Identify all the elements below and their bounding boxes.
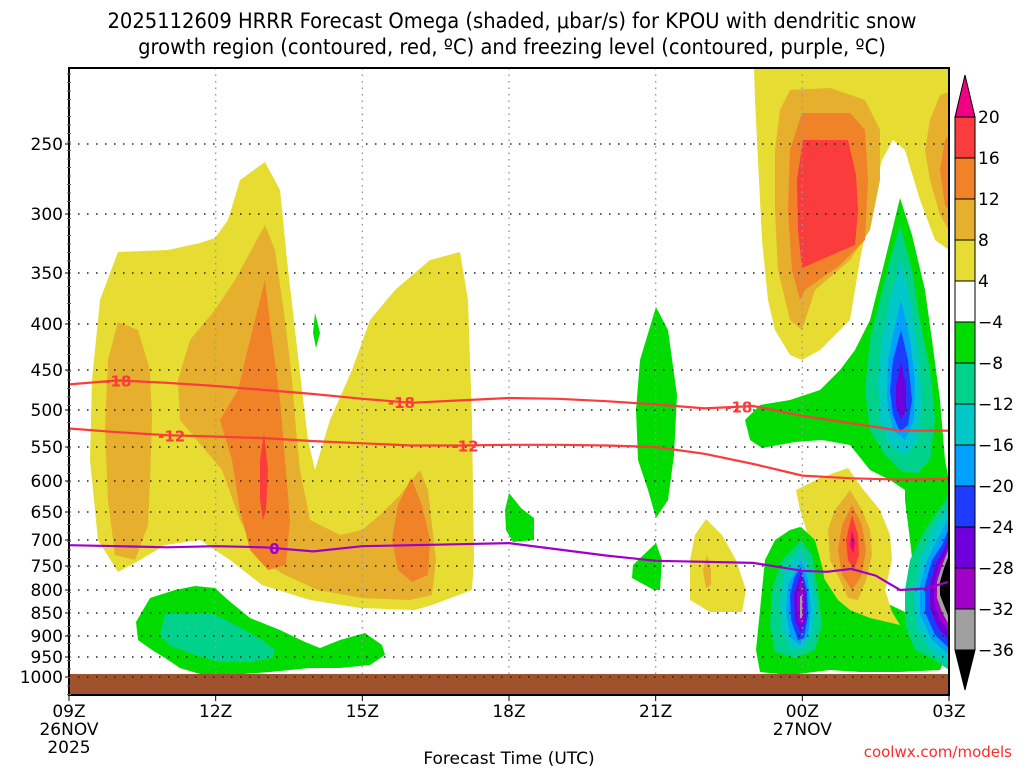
title-line-2: growth region (contoured, red, ºC) and f… [138,35,886,59]
x-tick-label: 18Z [492,702,525,722]
x-tick-label: 03Z [932,702,965,722]
y-tick-label: 450 [31,361,63,381]
y-tick-label: 950 [31,648,63,668]
y-tick-label: 350 [31,264,63,284]
colorbar-box [954,321,976,364]
contour-label: 0 [269,540,279,558]
y-tick-label: 300 [31,205,63,225]
x-tick-label: 09Z [52,702,85,722]
colorbar-label: −4 [978,313,1003,333]
omega-region-green-18z [505,493,534,542]
omega-region-red-upper-right [797,140,858,268]
colorbar-box [954,239,976,282]
omega-region-orange-16z [392,478,430,582]
colorbar-label: −12 [978,395,1014,415]
y-tick-label: 700 [31,531,63,551]
omega-shading [90,68,949,675]
terrain-fill [70,674,949,695]
colorbar-label: −32 [978,600,1014,620]
y-tick-label: 550 [31,438,63,458]
contour-label: -12 [158,427,185,445]
omega-region-pink-lower-right [850,530,855,553]
x-tick-sublabel: 26NOV [39,720,98,740]
colorbar-box [954,608,976,651]
y-tick-label: 850 [31,604,63,624]
omega-region-black-far-right [940,555,949,618]
colorbar-arrow-bottom [954,649,976,691]
omega-region-green-21z-low [632,543,662,590]
colorbar-label: −24 [978,518,1014,538]
colorbar-label: −16 [978,436,1014,456]
title-line-1: 2025112609 HRRR Forecast Omega (shaded, … [107,9,917,33]
y-tick-label: 250 [31,135,63,155]
chart-title: 2025112609 HRRR Forecast Omega (shaded, … [36,8,988,60]
colorbar-label: 20 [978,108,1000,128]
y-tick-label: 750 [31,557,63,577]
contour-line-0c [68,541,950,592]
colorbar-box [954,116,976,159]
omega-region-teal-lower [160,613,275,662]
colorbar-box [954,157,976,200]
y-tick-label: 400 [31,315,63,335]
colorbar-label: 8 [978,231,989,251]
contour-line-m18c [68,379,949,432]
colorbar-label: 16 [978,149,1000,169]
contours: -18 -18 -18 -12 -12 0 [68,372,950,592]
colorbar-box [954,567,976,610]
x-tick-sublabel: 27NOV [773,720,832,740]
x-axis-title: Forecast Time (UTC) [423,749,594,768]
colorbar-box [954,444,976,487]
grid [69,68,949,695]
contour-line-m12c [68,427,950,481]
y-axis: 250 300 350 400 450 500 550 600 650 700 750 800 850 9… [20,73,71,695]
omega-region-amber-22z [703,555,711,588]
x-tick-label: 21Z [639,702,672,722]
omega-region-purple-right [896,362,906,420]
omega-region-red-13z [260,433,268,520]
contour-label: -18 [388,394,415,412]
colorbar-box [954,198,976,241]
colorbar-label: 12 [978,190,1000,210]
y-tick-label: 900 [31,627,63,647]
colorbar-label: 4 [978,272,989,292]
contour-label: -18 [104,372,131,390]
y-tick-label: 1000 [20,668,63,688]
contour-label: -18 [725,399,752,417]
colorbar-box [954,362,976,405]
colorbar-box [954,485,976,528]
colorbar-label: −8 [978,354,1003,374]
colorbar-box [954,403,976,446]
x-tick-label: 12Z [199,702,232,722]
credit-text: coolwx.com/models [864,743,1012,761]
colorbar-label: −20 [978,477,1014,497]
colorbar-arrow-top [954,74,976,118]
x-tick-sublabel: 2025 [47,738,90,758]
omega-region-orange-center [220,280,290,570]
y-tick-label: 650 [31,503,63,523]
omega-region-orange-far-right [940,135,949,210]
omega-region-green-21z [636,307,677,518]
colorbar-box [954,526,976,569]
colorbar-box [954,280,976,323]
y-tick-label: 800 [31,581,63,601]
omega-region-gray-00z [800,596,802,618]
colorbar-label: −36 [978,641,1014,661]
x-tick-label: 00Z [786,702,819,722]
omega-region-amber-far-right [925,92,949,230]
omega-region-green-sliver [313,313,320,348]
omega-region-amber-left [105,322,152,560]
y-tick-label: 600 [31,472,63,492]
x-tick-label: 15Z [346,702,379,722]
colorbar: −36 −32 −28 −24 −20 −16 −12 −8 −4 4 8 12 16 20 [954,74,1014,691]
colorbar-label: −28 [978,559,1014,579]
y-tick-label: 500 [31,401,63,421]
contour-label: -12 [451,437,478,455]
